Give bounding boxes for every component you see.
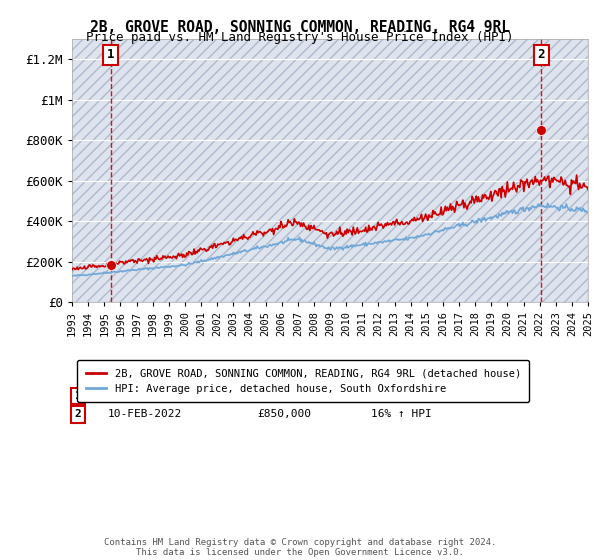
Text: 10-FEB-2022: 10-FEB-2022 [108,409,182,419]
Text: 1: 1 [75,391,82,401]
Point [536,126,546,135]
Text: 2: 2 [75,409,82,419]
Point [106,261,116,270]
Text: £182,500: £182,500 [258,391,312,401]
Text: 25-MAY-1995: 25-MAY-1995 [108,391,182,401]
Text: 2B, GROVE ROAD, SONNING COMMON, READING, RG4 9RL: 2B, GROVE ROAD, SONNING COMMON, READING,… [90,20,510,35]
Text: 35% ↑ HPI: 35% ↑ HPI [371,391,432,401]
Text: 1: 1 [107,48,115,62]
Text: 16% ↑ HPI: 16% ↑ HPI [371,409,432,419]
Text: Contains HM Land Registry data © Crown copyright and database right 2024.
This d: Contains HM Land Registry data © Crown c… [104,538,496,557]
Text: £850,000: £850,000 [258,409,312,419]
Legend: 2B, GROVE ROAD, SONNING COMMON, READING, RG4 9RL (detached house), HPI: Average : 2B, GROVE ROAD, SONNING COMMON, READING,… [77,360,529,402]
Text: Price paid vs. HM Land Registry's House Price Index (HPI): Price paid vs. HM Land Registry's House … [86,31,514,44]
Text: 2: 2 [538,48,545,62]
Bar [72,39,588,302]
